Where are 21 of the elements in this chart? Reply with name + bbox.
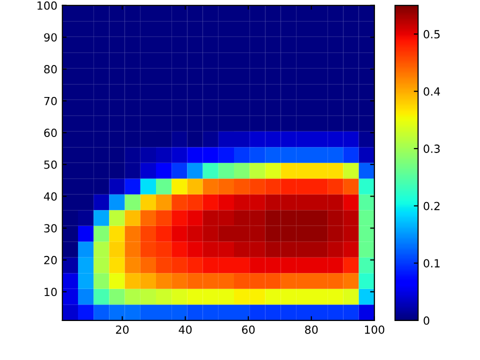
y-tick-label: 80 <box>44 65 57 74</box>
y-tick-label: 50 <box>44 160 57 169</box>
color-bar-label: 0.2 <box>424 202 440 210</box>
color-bar-label: 0.3 <box>424 144 440 153</box>
x-tick-label: 80 <box>305 325 318 334</box>
color-bar-label: 0.4 <box>424 87 440 96</box>
y-tick-label: 30 <box>44 224 57 233</box>
y-tick-label: 90 <box>44 33 57 42</box>
color-bar-label: 0.5 <box>424 30 440 38</box>
color-bar-label: 0 <box>424 316 430 325</box>
y-tick-label: 70 <box>44 96 57 106</box>
x-tick-label: 60 <box>242 325 255 334</box>
x-tick-label: 100 <box>365 325 384 334</box>
color-bar-label: 0.1 <box>424 259 440 268</box>
y-tick-label: 60 <box>44 128 57 138</box>
y-tick-label: 40 <box>44 192 57 201</box>
y-tick-label: 100 <box>38 1 57 10</box>
x-tick-label: 40 <box>178 325 192 334</box>
y-tick-label: 10 <box>44 288 57 296</box>
x-tick-label: 20 <box>116 325 129 334</box>
y-tick-label: 20 <box>44 256 57 264</box>
